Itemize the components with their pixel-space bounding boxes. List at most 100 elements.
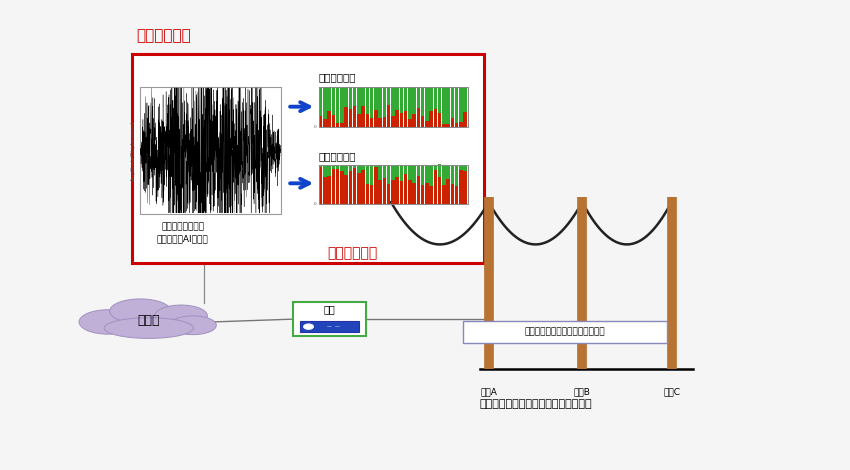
Bar [323, 164, 326, 177]
Bar [400, 87, 403, 113]
Bar [463, 321, 667, 343]
Bar [463, 87, 467, 112]
Bar [395, 164, 399, 178]
Text: 0: 0 [314, 203, 316, 206]
Bar [391, 164, 394, 180]
Bar [412, 114, 416, 127]
Bar [332, 169, 335, 204]
Bar [323, 87, 326, 119]
Text: 正常パターン: 正常パターン [319, 72, 356, 83]
Bar [336, 87, 339, 123]
Bar [400, 164, 403, 180]
Bar [366, 164, 369, 184]
Bar [463, 172, 467, 204]
Bar [425, 182, 428, 204]
Bar [416, 87, 420, 108]
Bar [340, 164, 343, 171]
Bar [370, 118, 373, 127]
Bar [442, 185, 445, 204]
Bar [327, 164, 331, 176]
Bar [336, 169, 339, 204]
Bar [344, 87, 348, 108]
Bar [455, 164, 458, 186]
Bar [293, 302, 366, 336]
Bar [404, 110, 407, 127]
Bar [391, 180, 394, 204]
Bar [450, 118, 454, 127]
Bar [425, 164, 428, 182]
Bar [446, 87, 450, 125]
Bar [332, 87, 335, 115]
Bar [442, 87, 445, 124]
Bar [319, 164, 468, 204]
Bar [387, 105, 390, 127]
Bar [336, 123, 339, 127]
Bar [459, 87, 462, 122]
Bar [366, 114, 369, 127]
Bar [404, 87, 407, 110]
Bar [323, 177, 326, 204]
Bar [340, 87, 343, 123]
Text: Amplitude/Displacement: Amplitude/Displacement [131, 120, 136, 181]
Bar [353, 164, 356, 168]
Bar [378, 164, 382, 180]
Bar [434, 110, 437, 127]
Bar [450, 87, 454, 118]
Bar [421, 116, 424, 127]
Text: 電柱の自然振動がファイバに伝播: 電柱の自然振動がファイバに伝播 [525, 327, 605, 337]
Text: 分析システム: 分析システム [136, 28, 190, 43]
Bar [319, 164, 468, 204]
Bar [400, 180, 403, 204]
Bar [378, 118, 382, 127]
Bar [455, 87, 458, 123]
Bar [332, 115, 335, 127]
Bar [416, 108, 420, 127]
Bar [361, 106, 365, 127]
Text: 局舎: 局舎 [324, 304, 335, 314]
Bar [300, 321, 359, 332]
Ellipse shape [169, 316, 216, 335]
Bar [348, 87, 352, 109]
Bar [323, 119, 326, 127]
Bar [348, 109, 352, 127]
Bar [361, 87, 365, 106]
Text: 自然振動波形から
劣化状態をAIで推定: 自然振動波形から 劣化状態をAIで推定 [157, 222, 208, 243]
Bar [429, 164, 433, 186]
Ellipse shape [155, 305, 207, 327]
Text: 光ファイバが併設されている配電設備: 光ファイバが併設されている配電設備 [479, 399, 592, 409]
Bar [446, 164, 450, 180]
Bar [327, 111, 331, 127]
Bar [438, 177, 441, 204]
Bar [378, 87, 382, 118]
Bar [434, 170, 437, 204]
Bar [404, 174, 407, 204]
Bar [450, 164, 454, 184]
Bar [391, 87, 394, 116]
Bar [361, 170, 365, 204]
Bar [459, 164, 462, 170]
Bar [425, 87, 428, 120]
Bar [387, 87, 390, 105]
Bar [374, 164, 377, 167]
Bar [400, 113, 403, 127]
Text: 0: 0 [314, 125, 316, 129]
Bar [416, 176, 420, 204]
Bar [408, 87, 411, 119]
Text: 電柱A: 電柱A [480, 388, 497, 397]
Bar [395, 178, 399, 204]
Bar [366, 184, 369, 204]
Bar [455, 186, 458, 204]
Bar [319, 87, 468, 127]
Bar [132, 54, 484, 263]
Bar [421, 185, 424, 204]
Bar [446, 180, 450, 204]
Bar [378, 180, 382, 204]
Bar [382, 178, 386, 204]
Bar [434, 87, 437, 110]
Bar [332, 164, 335, 169]
Bar [463, 112, 467, 127]
Bar [395, 110, 399, 127]
Bar [382, 164, 386, 178]
Text: —  —: — — [327, 324, 340, 329]
Bar [319, 87, 322, 116]
